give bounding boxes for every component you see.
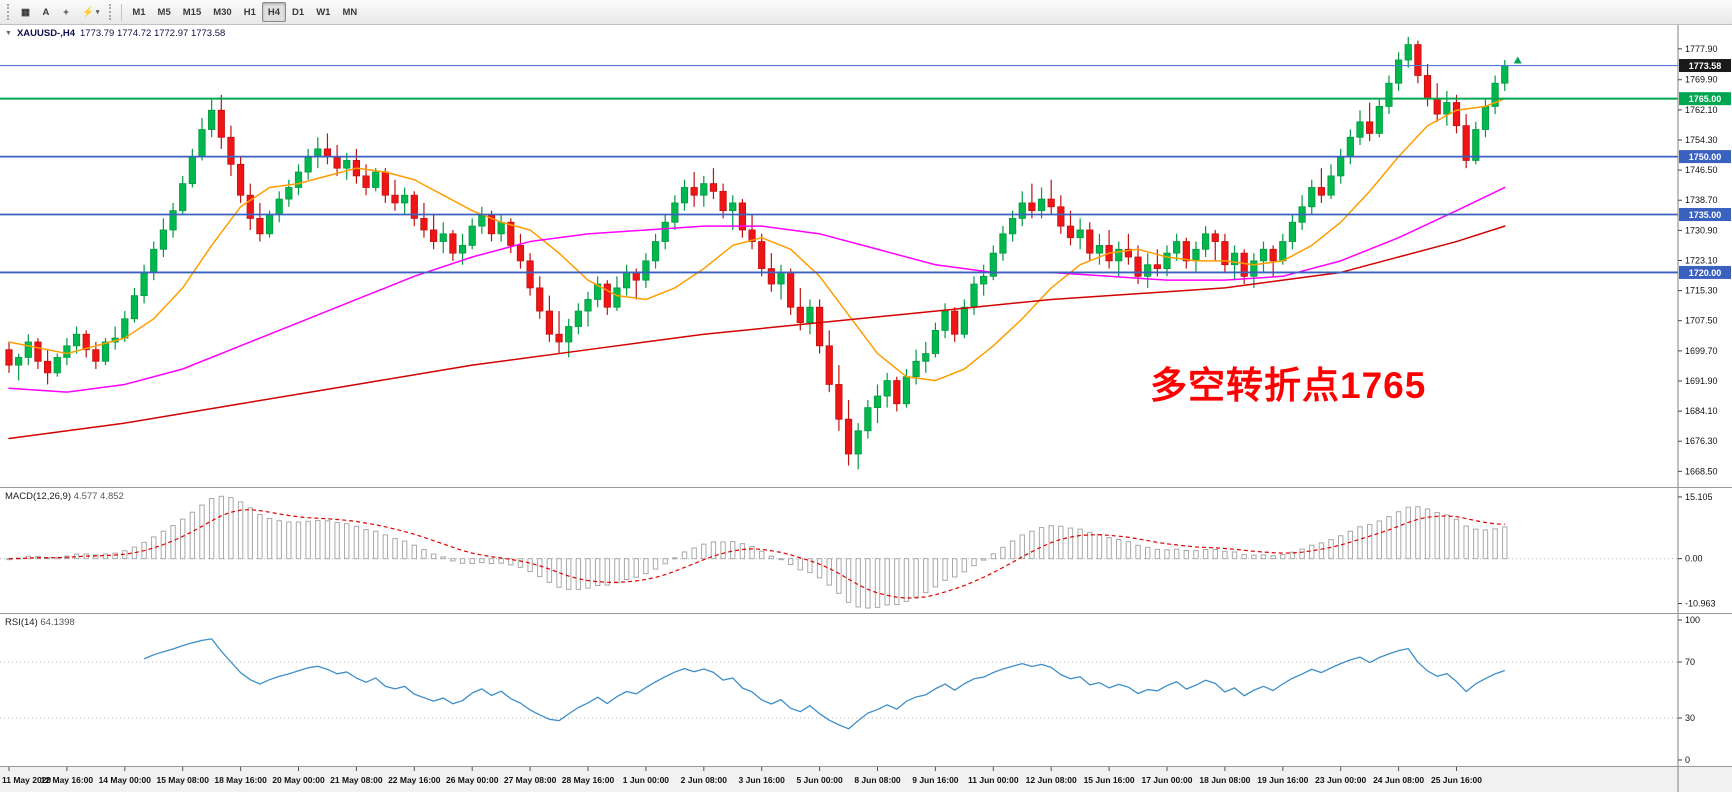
horizontal-levels-layer[interactable] bbox=[0, 97, 1678, 274]
main-chart-panel[interactable]: ▼ XAUUSD-,H4 1773.79 1774.72 1772.97 177… bbox=[0, 25, 1732, 487]
svg-text:11 Jun 00:00: 11 Jun 00:00 bbox=[968, 775, 1019, 785]
moving-averages-layer bbox=[8, 97, 1506, 440]
price-tag: 1773.58 bbox=[1679, 59, 1731, 73]
svg-text:1773.58: 1773.58 bbox=[1689, 61, 1722, 71]
svg-text:22 May 16:00: 22 May 16:00 bbox=[388, 775, 441, 785]
timeframe-button-M5[interactable]: M5 bbox=[152, 2, 177, 22]
svg-text:100: 100 bbox=[1685, 615, 1700, 625]
timeframe-button-H1[interactable]: H1 bbox=[238, 2, 262, 22]
svg-text:15 May 08:00: 15 May 08:00 bbox=[156, 775, 209, 785]
rsi-scale[interactable]: 100 70 30 0 bbox=[1678, 615, 1700, 765]
svg-text:9 Jun 16:00: 9 Jun 16:00 bbox=[912, 775, 959, 785]
svg-text:23 Jun 00:00: 23 Jun 00:00 bbox=[1315, 775, 1366, 785]
timeframe-button-MN[interactable]: MN bbox=[336, 2, 363, 22]
rsi-canvas[interactable]: 100 70 30 0 bbox=[0, 614, 1732, 766]
svg-text:28 May 16:00: 28 May 16:00 bbox=[562, 775, 615, 785]
chart-annotation-text[interactable]: 多空转折点1765 bbox=[1150, 365, 1427, 406]
svg-text:15.105: 15.105 bbox=[1685, 492, 1713, 502]
dropdown-caret-icon: ▾ bbox=[95, 9, 100, 16]
chart-grid-icon[interactable]: ▦ bbox=[15, 2, 36, 22]
macd-canvas[interactable]: 15.105 0.00 -10.963 bbox=[0, 488, 1732, 613]
svg-text:1720.00: 1720.00 bbox=[1689, 268, 1722, 278]
svg-text:70: 70 bbox=[1685, 657, 1695, 667]
timeframe-button-D1[interactable]: D1 bbox=[286, 2, 310, 22]
svg-text:25 Jun 16:00: 25 Jun 16:00 bbox=[1431, 775, 1482, 785]
svg-text:26 May 00:00: 26 May 00:00 bbox=[446, 775, 499, 785]
svg-text:12 May 16:00: 12 May 16:00 bbox=[41, 775, 94, 785]
timeframe-button-M15[interactable]: M15 bbox=[177, 2, 207, 22]
svg-text:1754.30: 1754.30 bbox=[1685, 135, 1718, 145]
price-arrow-icon bbox=[1513, 56, 1522, 64]
svg-text:1684.10: 1684.10 bbox=[1685, 406, 1718, 416]
svg-text:1750.00: 1750.00 bbox=[1689, 152, 1722, 162]
svg-text:1699.70: 1699.70 bbox=[1685, 346, 1718, 356]
svg-text:1765.00: 1765.00 bbox=[1689, 94, 1722, 104]
svg-text:1746.50: 1746.50 bbox=[1685, 165, 1718, 175]
timeframe-button-M1[interactable]: M1 bbox=[126, 2, 151, 22]
svg-text:1668.50: 1668.50 bbox=[1685, 466, 1718, 476]
rsi-panel[interactable]: RSI(14) 64.1398 100 70 30 0 bbox=[0, 613, 1732, 766]
svg-text:1707.50: 1707.50 bbox=[1685, 316, 1718, 326]
svg-text:0.00: 0.00 bbox=[1685, 554, 1703, 564]
svg-text:15 Jun 16:00: 15 Jun 16:00 bbox=[1084, 775, 1135, 785]
time-axis[interactable]: 11 May 2020 12 May 16:00 14 May 00:00 15 Ma… bbox=[0, 766, 1732, 792]
price-tag: 1750.00 bbox=[1679, 150, 1731, 164]
svg-text:27 May 08:00: 27 May 08:00 bbox=[504, 775, 557, 785]
svg-text:-10.963: -10.963 bbox=[1685, 598, 1716, 608]
svg-text:2 Jun 08:00: 2 Jun 08:00 bbox=[681, 775, 728, 785]
rsi-line bbox=[143, 638, 1505, 730]
quick-trade-icon[interactable]: ⚡ ▾ bbox=[76, 2, 105, 22]
svg-text:8 Jun 08:00: 8 Jun 08:00 bbox=[854, 775, 901, 785]
toolbar-drag-handle-2[interactable] bbox=[109, 4, 113, 20]
svg-text:11 May 2020: 11 May 2020 bbox=[2, 775, 51, 785]
timeframe-toolbar: M1 M5 M15 M30 H1 H4 D1 W1 MN bbox=[126, 2, 363, 22]
svg-text:19 Jun 16:00: 19 Jun 16:00 bbox=[1257, 775, 1308, 785]
crosshair-icon[interactable]: + bbox=[56, 2, 76, 22]
svg-text:1769.90: 1769.90 bbox=[1685, 75, 1718, 85]
toolbar-separator bbox=[121, 3, 123, 21]
candles-layer bbox=[5, 36, 1509, 470]
svg-text:1691.90: 1691.90 bbox=[1685, 376, 1718, 386]
text-tool-icon[interactable]: A bbox=[36, 2, 56, 22]
svg-text:1762.10: 1762.10 bbox=[1685, 105, 1718, 115]
macd-histogram bbox=[6, 495, 1508, 609]
toolbar-tools-group: ▦ A + ⚡ ▾ bbox=[15, 2, 105, 22]
svg-text:1730.90: 1730.90 bbox=[1685, 225, 1718, 235]
svg-text:1777.90: 1777.90 bbox=[1685, 44, 1718, 54]
svg-text:17 Jun 00:00: 17 Jun 00:00 bbox=[1141, 775, 1192, 785]
main-chart-canvas[interactable]: 1777.90 1769.90 1762.10 1754.30 1746.50 1738.… bbox=[0, 25, 1732, 487]
svg-text:24 Jun 08:00: 24 Jun 08:00 bbox=[1373, 775, 1424, 785]
svg-text:1738.70: 1738.70 bbox=[1685, 195, 1718, 205]
svg-text:1723.10: 1723.10 bbox=[1685, 255, 1718, 265]
timeframe-button-M30[interactable]: M30 bbox=[207, 2, 237, 22]
svg-text:12 Jun 08:00: 12 Jun 08:00 bbox=[1026, 775, 1077, 785]
svg-text:14 May 00:00: 14 May 00:00 bbox=[99, 775, 152, 785]
svg-text:3 Jun 16:00: 3 Jun 16:00 bbox=[739, 775, 786, 785]
svg-text:1715.30: 1715.30 bbox=[1685, 286, 1718, 296]
svg-text:30: 30 bbox=[1685, 713, 1695, 723]
svg-text:1 Jun 00:00: 1 Jun 00:00 bbox=[623, 775, 670, 785]
svg-text:20 May 00:00: 20 May 00:00 bbox=[272, 775, 325, 785]
svg-text:18 May 16:00: 18 May 16:00 bbox=[214, 775, 267, 785]
macd-signal-line bbox=[8, 509, 1505, 599]
price-tag: 1720.00 bbox=[1679, 265, 1731, 279]
timeframe-button-H4[interactable]: H4 bbox=[261, 2, 287, 22]
price-tag: 1735.00 bbox=[1679, 208, 1731, 222]
macd-panel[interactable]: MACD(12,26,9) 4.577 4.852 15.105 0.00 -10.… bbox=[0, 487, 1732, 613]
macd-scale[interactable]: 15.105 0.00 -10.963 bbox=[1678, 492, 1716, 609]
svg-text:1676.30: 1676.30 bbox=[1685, 436, 1718, 446]
svg-text:21 May 08:00: 21 May 08:00 bbox=[330, 775, 383, 785]
price-tag: 1765.00 bbox=[1679, 92, 1731, 106]
svg-text:0: 0 bbox=[1685, 755, 1690, 765]
svg-text:18 Jun 08:00: 18 Jun 08:00 bbox=[1199, 775, 1250, 785]
price-scale[interactable]: 1777.90 1769.90 1762.10 1754.30 1746.50 1738.… bbox=[1678, 44, 1731, 477]
toolbar-drag-handle[interactable] bbox=[7, 4, 11, 20]
timeframe-button-W1[interactable]: W1 bbox=[310, 2, 336, 22]
svg-text:1735.00: 1735.00 bbox=[1689, 210, 1722, 220]
toolbar: ▦ A + ⚡ ▾ M1 M5 M15 M30 H1 H4 D1 W1 MN bbox=[0, 0, 1732, 25]
svg-text:5 Jun 00:00: 5 Jun 00:00 bbox=[796, 775, 843, 785]
